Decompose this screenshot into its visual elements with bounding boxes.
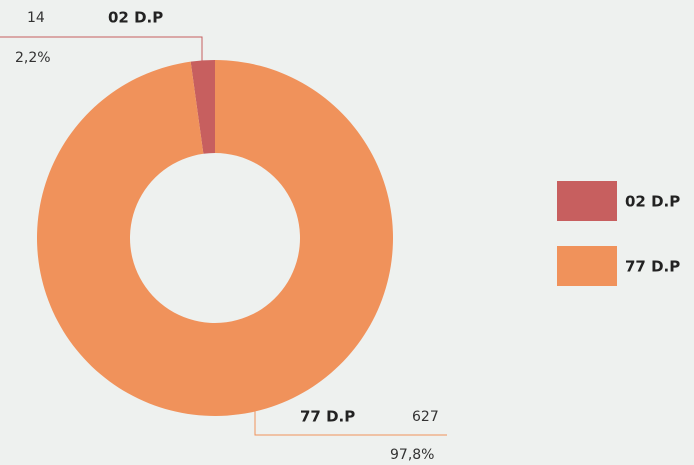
percent-label: 97,8%: [390, 447, 434, 463]
callout-line: [254, 408, 447, 436]
donut-slice: [190, 60, 215, 154]
value-label: 14: [27, 10, 45, 26]
value-label: 627: [412, 409, 439, 425]
category-label: 77 D.P: [300, 408, 355, 426]
legend-swatch: [557, 181, 617, 221]
category-label: 02 D.P: [108, 9, 163, 27]
percent-label: 2,2%: [15, 50, 51, 66]
legend-label: 77 D.P: [625, 258, 680, 276]
callout-line: [0, 36, 203, 62]
donut-slice: [36, 60, 393, 416]
legend-label: 02 D.P: [625, 193, 680, 211]
legend-swatch: [557, 246, 617, 286]
